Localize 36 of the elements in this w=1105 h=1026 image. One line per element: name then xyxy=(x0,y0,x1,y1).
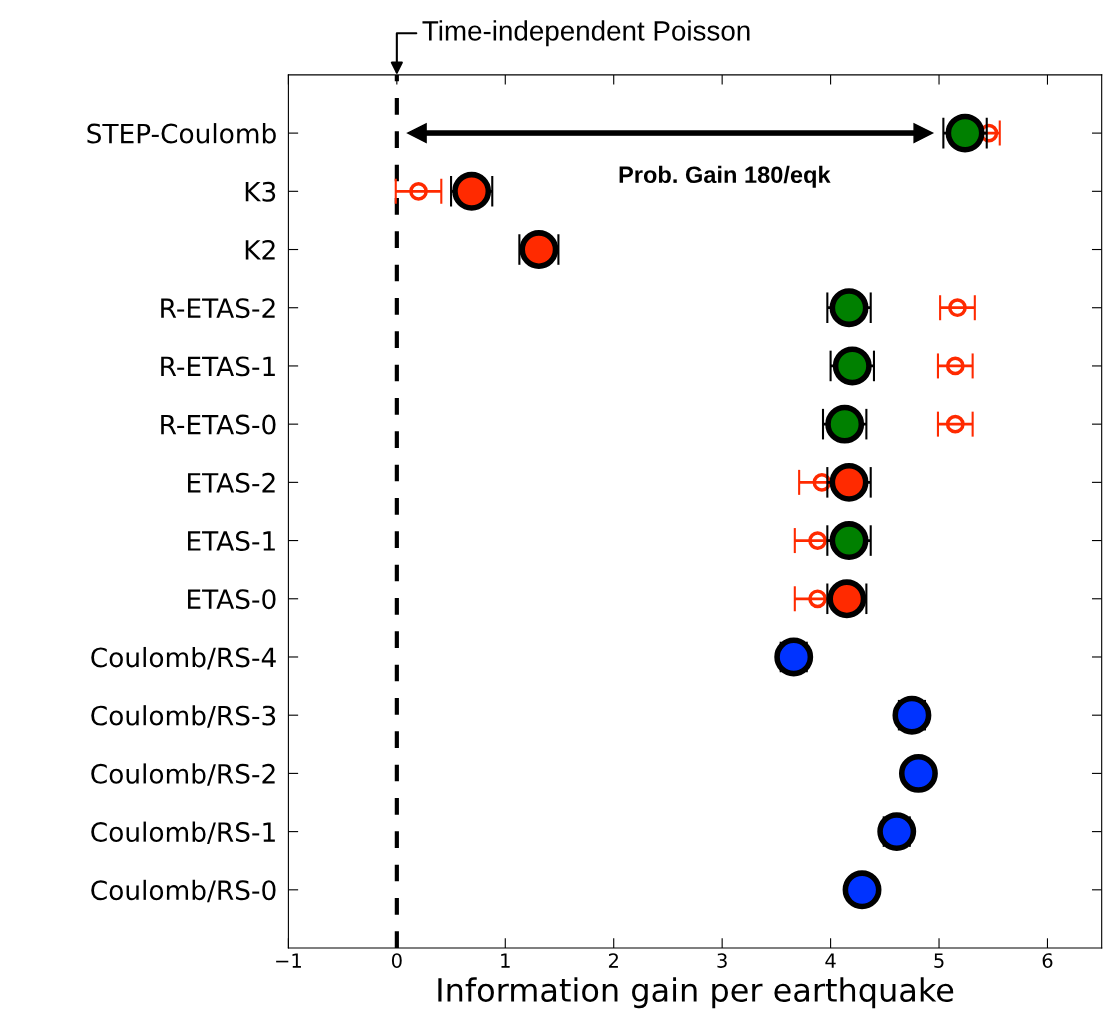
point xyxy=(898,753,938,793)
point xyxy=(892,695,932,735)
y-tick-label: STEP-Coulomb xyxy=(87,123,276,144)
x-tick-label: 0 xyxy=(391,953,402,968)
x-axis-title: Information gain per earthquake xyxy=(438,977,954,1009)
y-tick-label: R-ETAS-1 xyxy=(161,356,275,377)
y-tick-label: R-ETAS-2 xyxy=(161,298,275,319)
x-tick-label: 2 xyxy=(608,953,618,968)
annotation: Prob. Gain 180/eqk xyxy=(619,165,831,188)
y-tick-label: ETAS-1 xyxy=(188,531,275,551)
point xyxy=(945,356,965,376)
y-tick-label: Coulomb/RS-3 xyxy=(91,705,276,728)
x-tick-label: 6 xyxy=(1042,953,1053,968)
y-tick-label: R-ETAS-0 xyxy=(161,414,276,435)
point xyxy=(808,589,827,609)
point xyxy=(409,181,428,201)
y-tick-label: Coulomb/RS-2 xyxy=(91,763,275,786)
y-tick-label: Coulomb/RS-1 xyxy=(91,821,275,845)
y-tick-label: ETAS-2 xyxy=(188,472,275,493)
ref-line-label: Time-independent Poisson xyxy=(422,20,750,47)
y-tick-label: K3 xyxy=(245,181,276,202)
x-tick-label: −1 xyxy=(276,953,301,968)
x-tick-label: 5 xyxy=(934,953,944,968)
x-tick-label: 1 xyxy=(501,953,510,968)
point xyxy=(774,637,814,677)
y-tick-label: Coulomb/RS-0 xyxy=(91,879,276,903)
y-tick-label: ETAS-0 xyxy=(188,589,276,610)
point xyxy=(877,812,917,852)
y-tick-label: Coulomb/RS-4 xyxy=(91,646,276,670)
y-tick-label: K2 xyxy=(245,239,275,260)
x-tick-label: 3 xyxy=(717,953,727,968)
point xyxy=(842,870,882,910)
point xyxy=(948,298,967,318)
point xyxy=(808,531,827,550)
point xyxy=(945,414,965,434)
x-tick-label: 4 xyxy=(825,953,836,968)
